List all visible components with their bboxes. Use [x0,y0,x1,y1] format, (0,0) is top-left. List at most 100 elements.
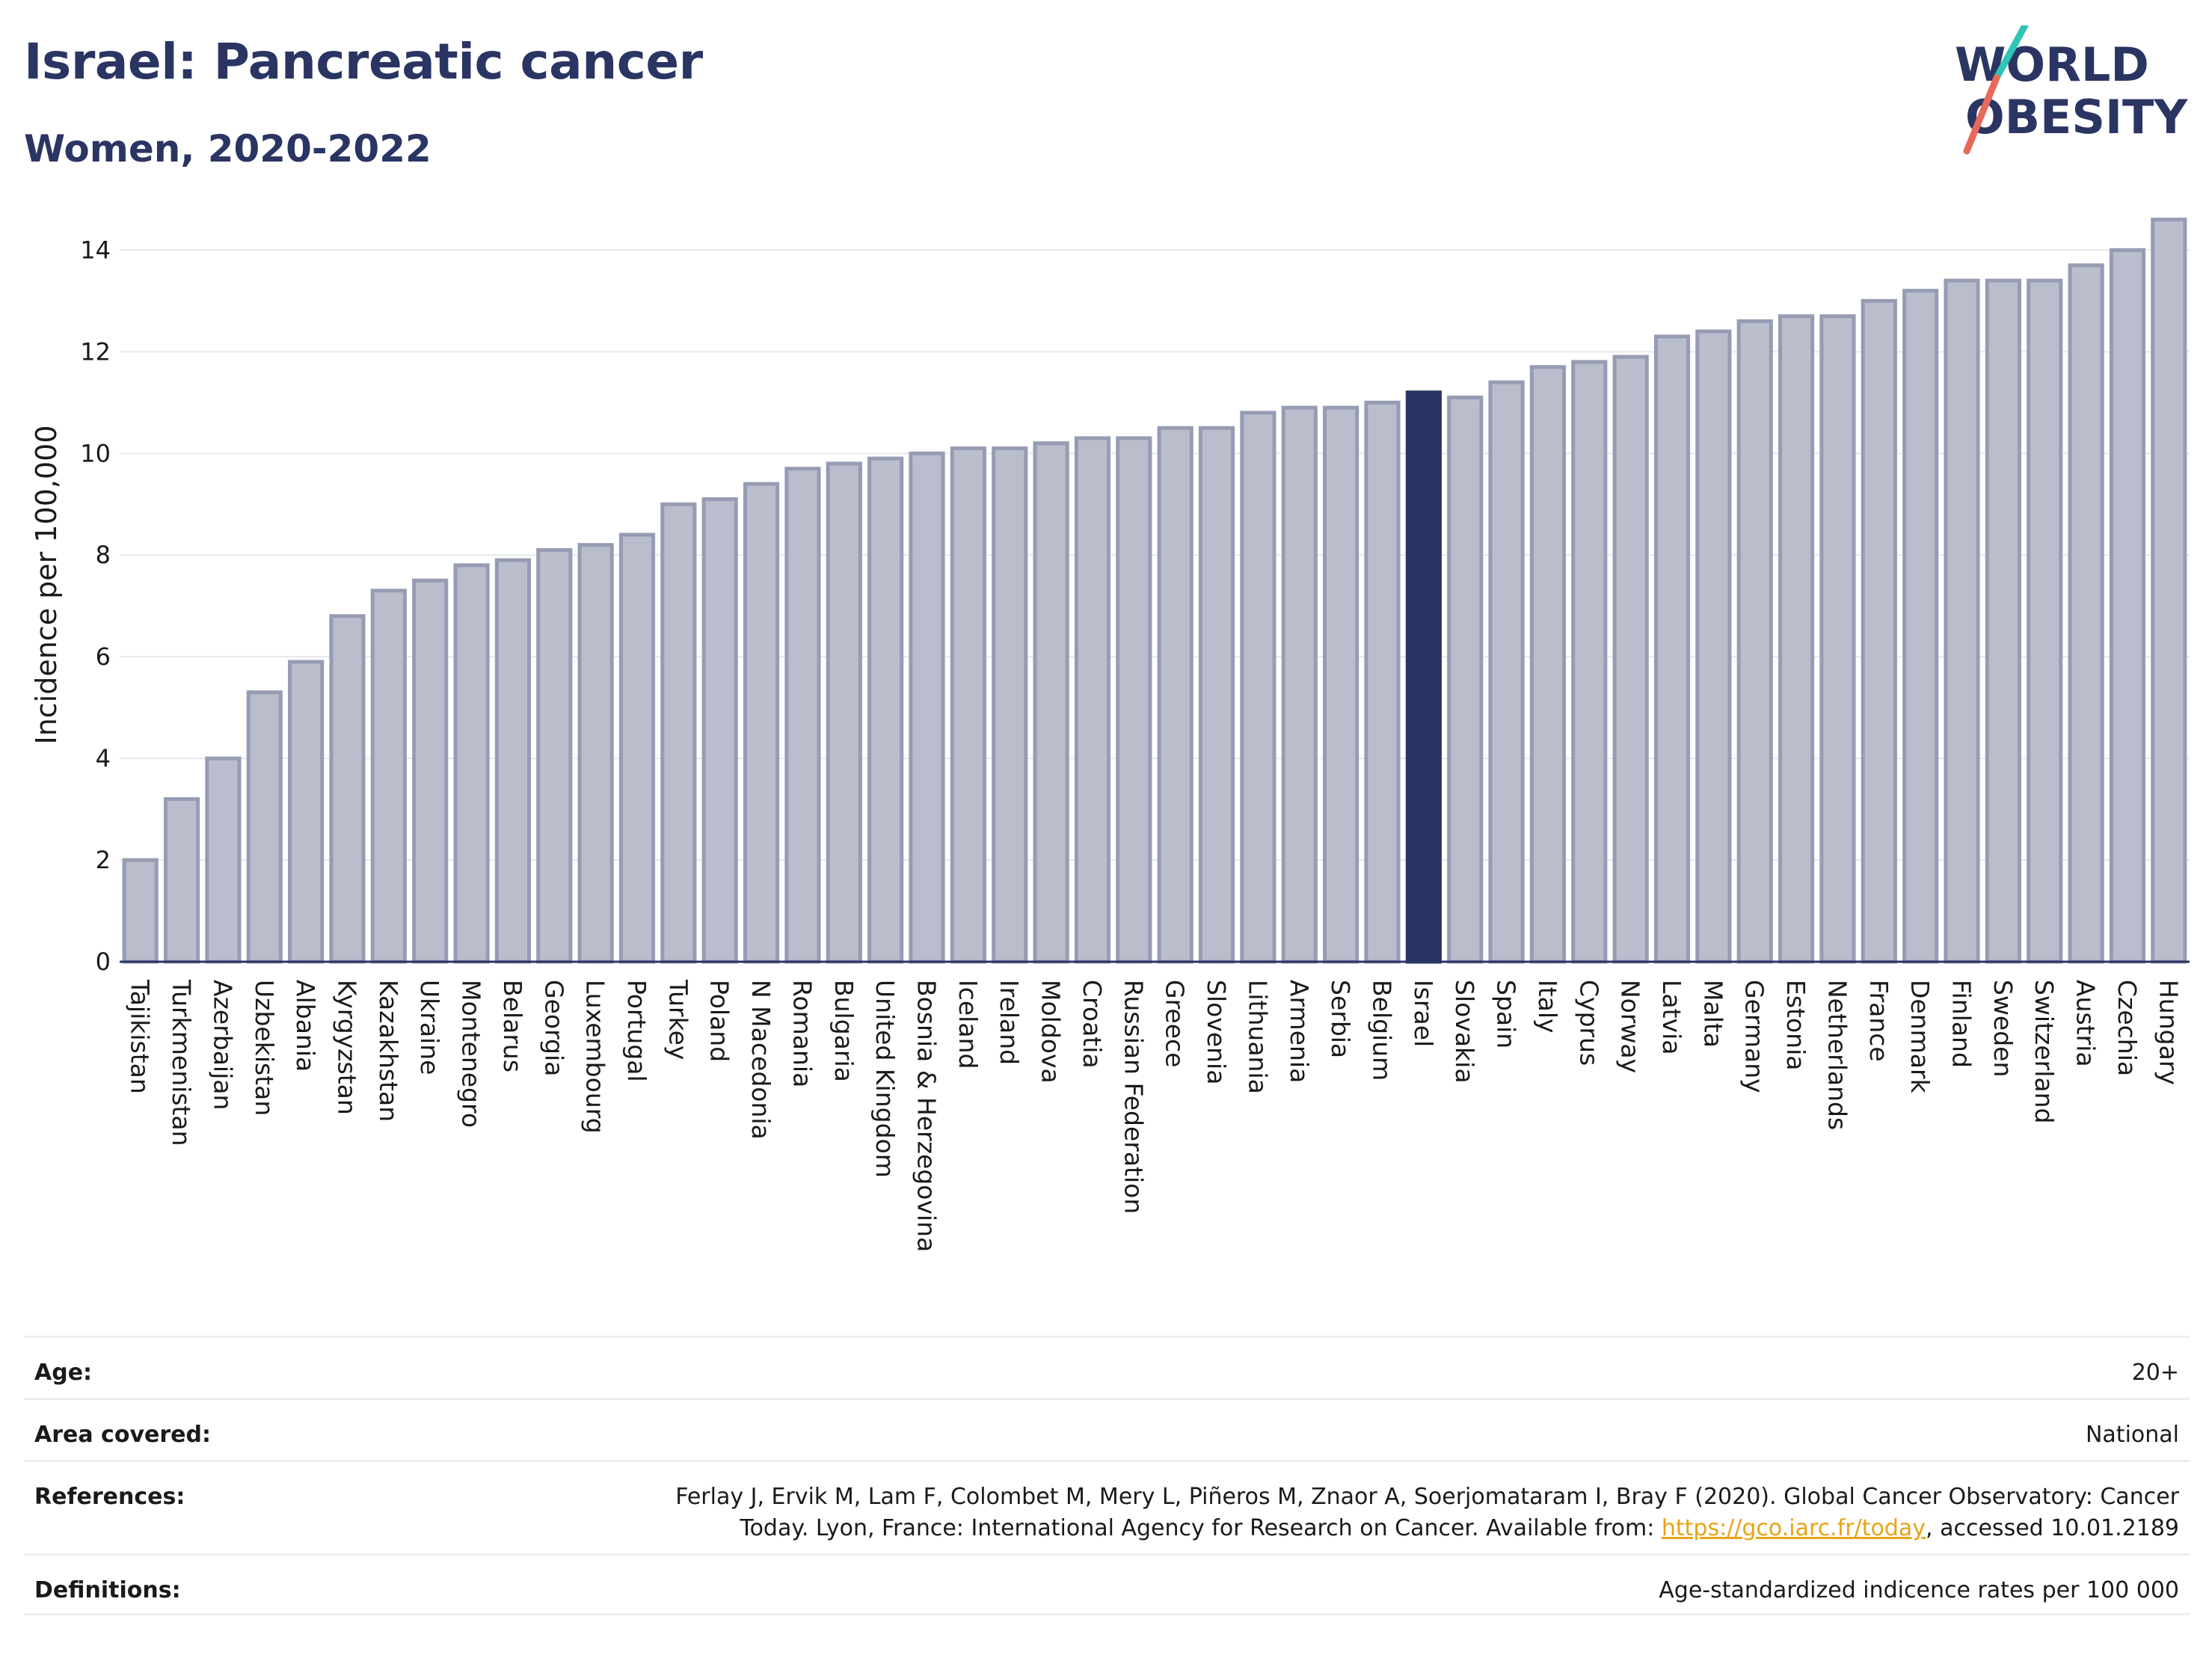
page-subtitle: Women, 2020-2022 [24,127,431,171]
bar [1653,334,1691,964]
x-tick-label: Austria [2071,980,2101,1067]
bar [701,497,738,964]
x-tick-label: Greece [1161,980,1190,1067]
x-tick-label: Malta [1698,980,1727,1048]
x-tick-label: Russian Federation [1119,980,1148,1214]
x-tick-label: Armenia [1285,980,1314,1083]
x-tick-label: Finland [1947,980,1976,1068]
x-tick-label: Kyrgyzstan [332,980,361,1115]
bar [163,796,200,964]
x-tick-label: Azerbaijan [208,980,237,1110]
x-tick-label: Italy [1533,980,1562,1034]
bar [1529,365,1567,964]
x-tick-label: Iceland [953,980,983,1069]
x-tick-label: Bosnia & Herzegovina [912,980,941,1252]
bar [2151,218,2187,964]
bar [536,547,573,964]
meta-row-definitions: Definitions: Age-standardized indicence … [24,1553,2190,1615]
x-tick-label: Germany [1740,980,1769,1093]
bar [1985,278,2021,964]
x-tick-label: United Kingdom [870,980,900,1178]
bar [494,558,532,964]
x-tick-label: Kazakhstan [374,980,403,1122]
x-tick-label: Montenegro [457,980,486,1128]
bar [1944,278,1980,964]
page-title: Israel: Pancreatic cancer [24,33,703,90]
x-tick-label: Slovakia [1450,980,1479,1084]
x-tick-label: Latvia [1657,980,1686,1054]
bar [577,543,614,964]
x-tick-label: Serbia [1326,980,1355,1058]
x-tick-label: Moldova [1036,980,1066,1084]
bar [1819,314,1856,964]
bar [618,532,656,964]
x-tick-label: N Macedonia [746,980,775,1140]
logo-line-2: OBESITY [1965,90,2188,144]
x-tick-label: Croatia [1078,980,1107,1069]
x-tick-label: Cyprus [1574,980,1603,1066]
bar [1281,405,1318,964]
x-tick-label: Sweden [1988,980,2018,1077]
x-tick-label: Romania [787,980,817,1087]
x-tick-label: Poland [705,980,734,1062]
x-tick-label: Georgia [539,980,568,1076]
bar [1902,289,1939,964]
x-tick-label: Netherlands [1822,980,1852,1130]
x-tick-label: Hungary [2154,980,2183,1085]
bar [909,451,945,964]
x-tick-label: Bulgaria [829,980,858,1082]
x-tick-label: Belgium [1367,980,1396,1081]
bar [412,578,449,964]
bar [1695,329,1732,964]
x-tick-label: Spain [1492,980,1521,1048]
y-tick-label: 0 [96,948,111,976]
y-tick-labels: 0 2 4 6 8 10 12 14 [80,236,111,976]
bar [1364,400,1401,964]
bar [1861,298,1897,964]
references-value: Ferlay J, Ervik M, Lam F, Colombet M, Me… [624,1481,2179,1544]
meta-row-references: References: Ferlay J, Ervik M, Lam F, Co… [24,1460,2190,1553]
area-label: Area covered: [34,1422,211,1448]
bar [867,456,904,964]
bar [2068,263,2104,964]
world-obesity-logo: WORLD OBESITY [1955,25,2188,155]
bar [2109,248,2146,964]
x-tick-label: Turkey [663,979,692,1060]
x-tick-label: Lithuania [1243,980,1272,1094]
bars [122,218,2187,964]
meta-row-age: Age: 20+ [24,1336,2190,1398]
references-suffix: , accessed 10.01.2189 [1926,1515,2179,1541]
bar [1612,354,1649,964]
x-tick-label: France [1864,980,1893,1062]
y-axis-title: Incidence per 100,000 [30,425,63,744]
bar [950,446,986,964]
y-tick-label: 4 [96,744,111,773]
references-text: Ferlay J, Ervik M, Lam F, Colombet M, Me… [675,1484,2179,1541]
x-tick-label: Czechia [2113,980,2142,1076]
bar [1778,314,1815,964]
x-tick-label: Ukraine [415,980,444,1075]
bar [743,482,780,964]
x-tick-label: Portugal [622,980,651,1082]
bar [992,446,1028,964]
x-tick-label: Uzbekistan [250,980,279,1116]
x-tick-label: Turkmenistan [167,979,196,1146]
bar-chart: 0 2 4 6 8 10 12 14 Tajikistan Turkmenistan Azerba… [30,218,2190,1252]
x-tick-label: Belarus [498,980,527,1072]
metadata-table: Age: 20+ Area covered: National Referenc… [24,1336,2190,1615]
x-tick-label: Denmark [1905,980,1935,1094]
x-tick-label: Slovenia [1202,980,1231,1084]
bar [784,467,821,964]
age-label: Age: [34,1360,93,1386]
bar [205,756,242,964]
x-tick-label: Israel [1409,980,1438,1047]
references-link[interactable]: https://gco.iarc.fr/today [1661,1515,1926,1541]
bar [288,660,325,964]
bar [1447,396,1484,964]
x-tick-label: Norway [1616,980,1645,1073]
bar [1074,436,1111,964]
x-tick-labels: Tajikistan Turkmenistan Azerbaijan Uzbekist… [126,979,2184,1252]
bar [1116,436,1152,964]
bar [2027,278,2063,964]
y-tick-label: 14 [80,236,111,264]
